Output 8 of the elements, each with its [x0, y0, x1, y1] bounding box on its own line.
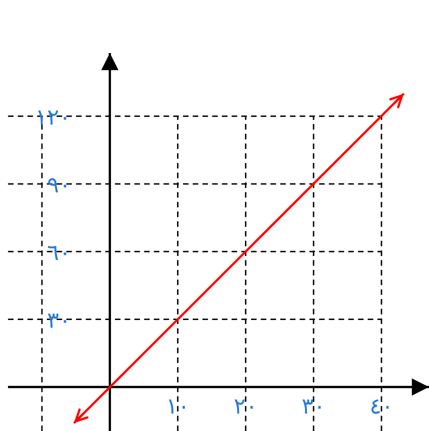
y-tick-label: ٦٠ [48, 246, 66, 260]
y-tick-label: ١٢٠ [38, 110, 66, 125]
x-tick-label: ٢٠ [234, 399, 253, 414]
x-tick-label: ٣٠ [302, 399, 321, 414]
y-tick-label: ٩٠ [48, 178, 66, 192]
x-tick-label: ١٠ [168, 399, 185, 414]
y-tick-label: ٣٠ [48, 314, 66, 328]
x-tick-label: ٤٠ [371, 399, 389, 414]
